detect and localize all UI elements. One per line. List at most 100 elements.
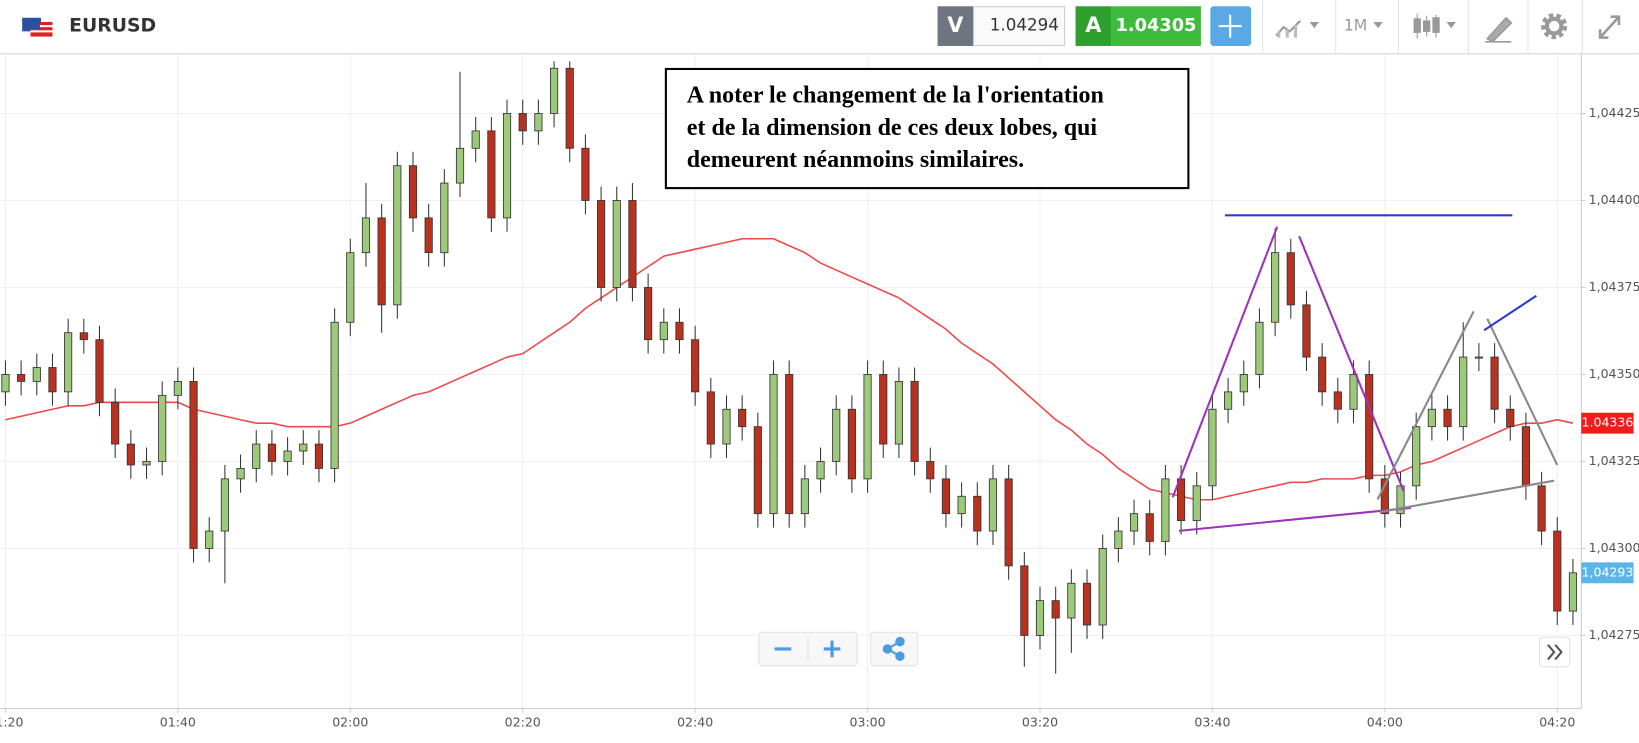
price-tag <box>1581 412 1634 434</box>
candle-body <box>1145 513 1154 542</box>
candle-body <box>267 443 276 462</box>
candle-body <box>1271 252 1280 323</box>
candle-body <box>926 461 935 480</box>
candle-body <box>408 165 418 219</box>
candle-body <box>1553 530 1562 612</box>
candle-body <box>1067 582 1076 619</box>
candles <box>1 61 1578 674</box>
bid-box[interactable] <box>973 6 1066 46</box>
x-tick-label: 03:00 <box>850 715 886 730</box>
indicator-button[interactable] <box>1413 13 1456 39</box>
candle-body <box>299 443 308 452</box>
x-tick-label: 04:20 <box>1539 715 1575 730</box>
ask-box[interactable] <box>1111 6 1201 46</box>
candle-body <box>455 147 465 184</box>
candle-body <box>1114 530 1123 549</box>
fullscreen-button[interactable] <box>1598 15 1621 39</box>
bid-label: V <box>947 13 964 37</box>
ask-label: A <box>1085 13 1102 37</box>
candle-body <box>1082 582 1092 626</box>
candle-body <box>1474 356 1483 359</box>
candle-body <box>879 374 888 445</box>
annotation-line: A noter le changement de la l'orientatio… <box>687 82 1104 108</box>
separators <box>1262 0 1583 54</box>
candle-body <box>142 461 151 466</box>
chart-type-button[interactable] <box>1275 20 1320 38</box>
annotation-line: et de la dimension de ces deux lobes, qu… <box>687 115 1098 141</box>
candle-body <box>738 408 747 428</box>
timeframe[interactable]: 1M <box>1344 16 1367 35</box>
candle-body <box>1192 485 1201 522</box>
candle-body <box>173 381 182 396</box>
candle-body <box>816 461 825 480</box>
candle-body <box>1161 478 1170 542</box>
neckline <box>1178 506 1412 532</box>
trend-line <box>1483 294 1537 332</box>
candle-body <box>1035 600 1045 636</box>
ask-price: 1.04305 <box>1116 16 1197 36</box>
candle-body <box>1020 565 1029 636</box>
candle-body <box>706 391 715 445</box>
trend-line <box>1376 310 1475 500</box>
y-tick-label: 1,04325 <box>1589 453 1639 468</box>
bid-price: 1.04294 <box>990 15 1059 35</box>
candle-body <box>1129 513 1139 532</box>
x-tick-label: 02:00 <box>332 715 368 730</box>
crosshair-icon <box>1218 14 1242 38</box>
candle-body <box>314 443 324 469</box>
draw-button[interactable] <box>1485 16 1513 43</box>
candle-body <box>64 332 73 393</box>
candle-body <box>597 200 606 288</box>
candle-body <box>644 287 653 341</box>
candle-body <box>832 408 841 462</box>
candle-body <box>205 530 214 549</box>
neckline <box>1379 479 1555 514</box>
bid-badge[interactable] <box>937 6 974 46</box>
candle-body <box>1537 485 1546 532</box>
candle-body <box>894 381 903 445</box>
candle-body <box>628 200 637 288</box>
candle-body <box>691 339 700 393</box>
candle-body <box>424 217 433 254</box>
ask-badge[interactable] <box>1075 6 1112 46</box>
candle-body <box>1318 356 1327 393</box>
candle-body <box>1004 478 1013 567</box>
axes: 1,04275 1,04300 1,04325 1,04350 1,04375 1,044… <box>0 105 1639 730</box>
candle-body <box>659 321 668 341</box>
candle-body <box>1255 321 1264 375</box>
candle-body <box>471 130 480 149</box>
candle-body <box>32 367 41 382</box>
y-tick-label: 1,04400 <box>1589 192 1639 207</box>
candle-body <box>236 468 245 480</box>
candle-body <box>675 321 684 341</box>
price-tag-label: 1,04293 <box>1582 564 1634 579</box>
share-button[interactable] <box>870 631 919 667</box>
symbol[interactable]: EURUSD <box>69 16 156 37</box>
candle-body <box>252 443 261 469</box>
moving-average-line <box>5 237 1574 501</box>
candle-body <box>847 408 856 480</box>
x-tick-label: 04:00 <box>1367 715 1403 730</box>
candle-body <box>440 182 449 254</box>
candle-body <box>1380 478 1389 515</box>
y-tick-label: 1,04300 <box>1589 540 1639 555</box>
candle-body <box>941 478 951 515</box>
candle-body <box>330 321 339 469</box>
y-tick-label: 1,04375 <box>1589 279 1639 294</box>
candle-body <box>111 401 120 445</box>
candle-body <box>1286 252 1295 306</box>
y-tick-label: 1,04350 <box>1589 366 1639 381</box>
zoom-controls <box>758 631 1571 668</box>
candle-body <box>79 332 88 341</box>
settings-button[interactable] <box>1541 13 1568 40</box>
candle-body <box>1224 391 1233 410</box>
annotation-line: demeurent néanmoins similaires. <box>687 147 1024 173</box>
candle-body <box>377 217 386 306</box>
candle-body <box>1239 374 1248 393</box>
candle-body <box>973 495 982 532</box>
candle-body <box>283 450 292 462</box>
candle-body <box>1427 408 1436 428</box>
candle-body <box>1208 408 1217 487</box>
